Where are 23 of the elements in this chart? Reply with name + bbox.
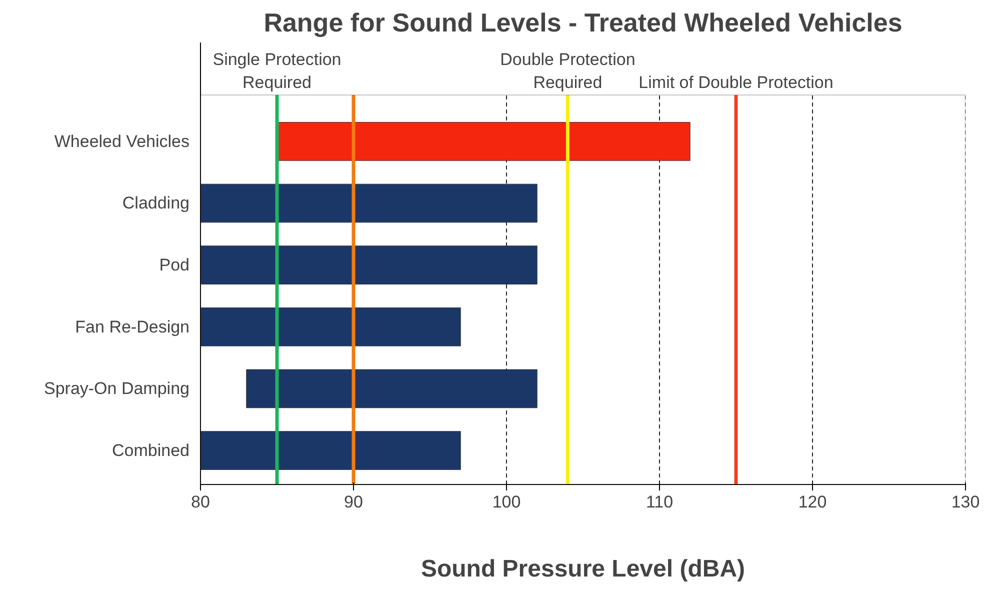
y-tick-label: Combined [112,441,190,460]
bar [246,369,538,408]
y-tick-label: Fan Re-Design [75,317,190,336]
x-tick-label: 110 [646,492,674,512]
y-tick-label: Wheeled Vehicles [54,132,190,151]
ref-line-label: Double Protection Required [500,50,636,92]
ref-line-label: Single Protection Required [212,50,342,92]
bar [200,431,461,470]
x-tick-label: 100 [492,492,521,512]
bar [276,122,690,161]
x-tick-label: 80 [191,492,210,512]
y-tick-label: Cladding [122,194,190,213]
bar [200,246,538,284]
bar [200,307,461,346]
x-tick-label: 120 [798,492,827,512]
x-axis-title: Sound Pressure Level (dBA) [420,556,746,582]
bar [200,184,538,223]
y-tick-label: Spray-On Damping [44,379,190,398]
x-tick-label: 90 [344,492,363,512]
chart-title: Range for Sound Levels - Treated Wheeled Vehicles [264,8,902,38]
y-tick-label: Pod [159,256,190,275]
ref-line-label: Limit of Double Protection [638,72,834,92]
x-tick-label: 130 [951,492,980,512]
